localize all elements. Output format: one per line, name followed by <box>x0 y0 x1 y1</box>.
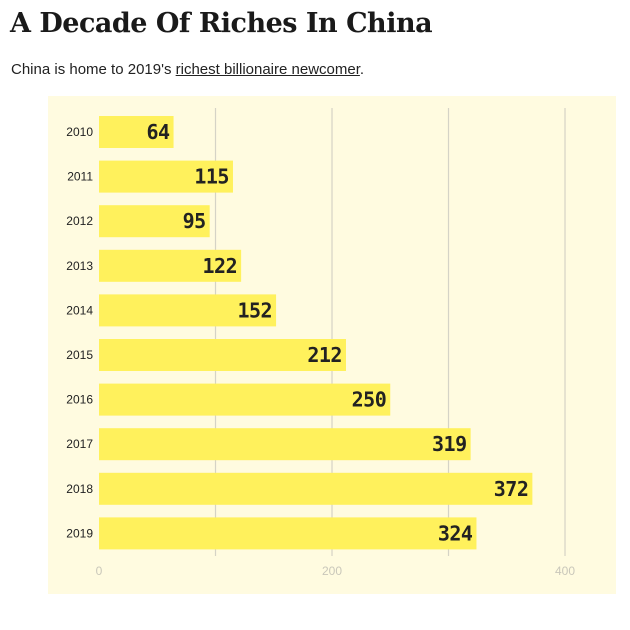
bars: 64 115 95 122 152 212 250 319 372 324 <box>99 116 533 550</box>
category-label: 2012 <box>66 214 93 228</box>
bar <box>99 116 174 148</box>
subtitle-link[interactable]: richest billionaire newcomer <box>175 61 360 78</box>
category-label: 2016 <box>66 393 93 407</box>
data-label: 95 <box>183 209 206 233</box>
data-label: 212 <box>307 343 342 367</box>
data-label: 372 <box>494 477 529 501</box>
x-tick-label: 400 <box>555 564 575 578</box>
data-label: 115 <box>194 165 229 189</box>
bar <box>99 517 477 550</box>
bar <box>99 294 277 327</box>
bar <box>99 472 533 505</box>
category-labels: 2010 2011 2012 2013 2014 2015 2016 2017 2018 2019 <box>66 125 93 540</box>
category-label: 2014 <box>66 303 93 317</box>
bar <box>99 160 233 193</box>
page-title: A Decade Of Riches In China <box>10 8 433 39</box>
subtitle-end: . <box>359 61 365 78</box>
data-label: 122 <box>203 254 238 278</box>
bar <box>99 383 391 416</box>
bar <box>99 428 471 461</box>
x-tick-label: 200 <box>322 564 342 578</box>
bar <box>99 205 210 238</box>
category-label: 2010 <box>66 125 93 139</box>
subtitle-text: China is home to 2019's <box>11 61 176 78</box>
category-label: 2011 <box>67 170 93 184</box>
data-label: 324 <box>438 521 473 545</box>
x-tick-label: 0 <box>96 564 103 578</box>
data-label: 319 <box>432 432 467 456</box>
data-label: 250 <box>352 388 387 412</box>
page-subtitle: China is home to 2019's richest billiona… <box>11 61 364 78</box>
x-axis: 0 200 400 <box>96 564 576 578</box>
category-label: 2013 <box>66 259 93 273</box>
category-label: 2015 <box>66 348 93 362</box>
category-label: 2019 <box>66 526 93 540</box>
bar <box>99 339 346 371</box>
category-label: 2018 <box>66 482 93 496</box>
data-label: 152 <box>237 298 272 322</box>
category-label: 2017 <box>66 437 93 451</box>
data-label: 64 <box>146 120 170 144</box>
bar <box>99 249 242 282</box>
